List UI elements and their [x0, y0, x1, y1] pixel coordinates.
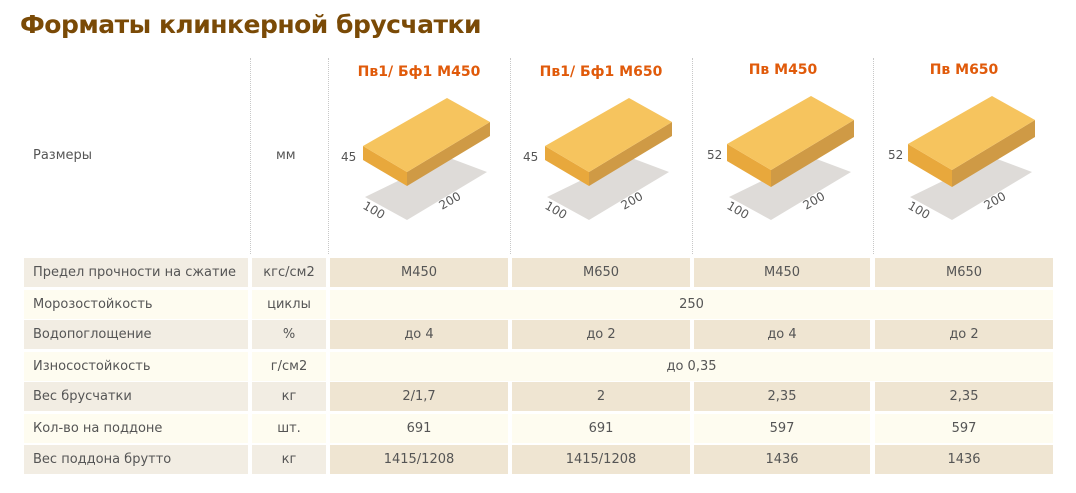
row-label: Износостойкость	[24, 352, 248, 381]
row-value: 2,35	[875, 382, 1053, 411]
row-unit: кг	[252, 445, 326, 474]
column-divider	[328, 58, 329, 254]
brick-top-face	[545, 98, 672, 172]
product-heading: Пв1/ Бф1 М450	[357, 64, 481, 80]
row-unit: кг	[252, 382, 326, 411]
brick-shadow	[547, 157, 669, 220]
column-divider	[692, 58, 693, 254]
product-heading: Пв1/ Бф1 М650	[539, 64, 663, 80]
brick-top-face	[363, 98, 490, 172]
row-value: 1415/1208	[330, 445, 508, 474]
row-value: до 2	[875, 320, 1053, 349]
brick-top-face	[908, 96, 1035, 170]
row-label: Предел прочности на сжатие	[24, 258, 248, 287]
row-unit: шт.	[252, 414, 326, 443]
row-value: 597	[694, 414, 870, 443]
row-unit: %	[252, 320, 326, 349]
product-heading: Пв М450	[748, 62, 818, 78]
brick-top-face	[727, 96, 854, 170]
row-value: 597	[875, 414, 1053, 443]
table-row: Вес поддона брутто кг 1415/1208 1415/1208 14…	[24, 445, 1054, 474]
size-label: Размеры	[33, 148, 93, 163]
brick-front-face	[727, 144, 771, 187]
row-value: 2,35	[694, 382, 870, 411]
row-unit: циклы	[252, 290, 326, 319]
row-value: 691	[512, 414, 690, 443]
row-value: до 4	[694, 320, 870, 349]
brick-front-face	[908, 144, 952, 187]
size-unit: мм	[276, 148, 296, 163]
row-value: до 4	[330, 320, 508, 349]
row-value: М450	[694, 258, 870, 287]
row-value: 1436	[694, 445, 870, 474]
row-label: Водопоглощение	[24, 320, 248, 349]
brick-side-face	[952, 120, 1035, 187]
row-label: Морозостойкость	[24, 290, 248, 319]
brick-side-face	[407, 122, 490, 186]
row-value: 250	[330, 290, 1053, 319]
brick-front-face	[363, 146, 407, 186]
row-value: 1415/1208	[512, 445, 690, 474]
height-label: 52	[707, 148, 722, 162]
brick-side-face	[589, 122, 672, 186]
height-label: 45	[341, 150, 356, 164]
row-value: М650	[875, 258, 1053, 287]
column-divider	[250, 58, 251, 254]
row-label: Кол-во на поддоне	[24, 414, 248, 443]
brick-front-face	[545, 146, 589, 186]
table-row: Морозостойкость циклы 250	[24, 290, 1054, 319]
height-label: 52	[888, 148, 903, 162]
brick-shadow	[729, 157, 851, 220]
table-row: Вес брусчатки кг 2/1,7 2 2,35 2,35	[24, 382, 1054, 411]
row-unit: г/см2	[252, 352, 326, 381]
row-value: до 2	[512, 320, 690, 349]
column-divider	[873, 58, 874, 254]
row-unit: кгс/см2	[252, 258, 326, 287]
product-heading: Пв М650	[929, 62, 999, 78]
row-value: 2/1,7	[330, 382, 508, 411]
table-row: Предел прочности на сжатие кгс/см2 М450 М65…	[24, 258, 1054, 287]
table-row: Кол-во на поддоне шт. 691 691 597 597	[24, 414, 1054, 443]
row-value: 691	[330, 414, 508, 443]
row-label: Вес брусчатки	[24, 382, 248, 411]
table-row: Водопоглощение% до 4 до 2 до 4 до 2	[24, 320, 1054, 349]
row-label: Вес поддона брутто	[24, 445, 248, 474]
row-value: М650	[512, 258, 690, 287]
brick-shadow	[910, 157, 1032, 220]
height-label: 45	[523, 150, 538, 164]
row-value: 2	[512, 382, 690, 411]
brick-side-face	[771, 120, 854, 187]
brick-shadow	[365, 157, 487, 220]
column-divider	[510, 58, 511, 254]
page-title: Форматы клинкерной брусчатки	[20, 10, 482, 39]
table-row: Износостойкость г/см2 до 0,35	[24, 352, 1054, 381]
row-value: 1436	[875, 445, 1053, 474]
row-value: М450	[330, 258, 508, 287]
row-value: до 0,35	[330, 352, 1053, 381]
